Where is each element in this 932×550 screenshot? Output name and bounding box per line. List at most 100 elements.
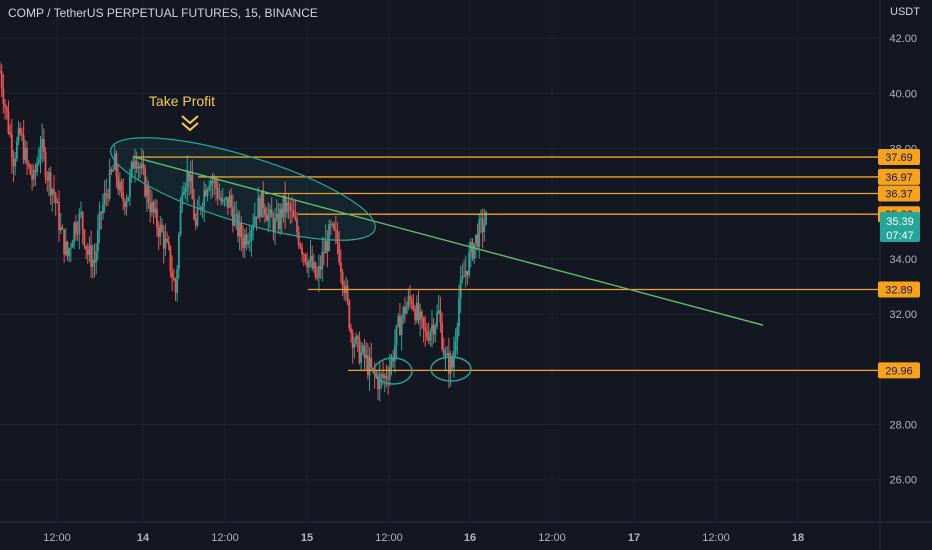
candle-body xyxy=(382,374,384,379)
candle-body xyxy=(360,352,363,363)
candle-body xyxy=(0,71,1,73)
candle-body xyxy=(439,310,442,323)
consolidation-ellipse[interactable] xyxy=(101,117,384,261)
candle-body xyxy=(243,234,246,248)
candle-body xyxy=(29,165,32,175)
candle-body xyxy=(331,223,334,225)
candle-body xyxy=(218,197,221,199)
candle-body xyxy=(154,208,157,213)
candle-body xyxy=(233,214,236,226)
candle-body xyxy=(48,172,50,181)
candle-body xyxy=(166,238,168,242)
candle-body xyxy=(451,357,454,368)
candle-body xyxy=(9,132,12,135)
candle-body xyxy=(177,235,180,270)
candle-body xyxy=(302,254,305,256)
candle-body xyxy=(265,215,268,221)
time-tick-label: 18 xyxy=(792,532,804,544)
candle-body xyxy=(228,195,231,208)
candle-body xyxy=(316,277,319,279)
time-tick-label: 12:00 xyxy=(43,532,71,544)
candle-body xyxy=(463,276,465,278)
candle-body xyxy=(56,202,59,204)
candle-body xyxy=(210,181,212,186)
candle-body xyxy=(240,222,243,239)
candle-body xyxy=(285,202,288,213)
candle-body xyxy=(32,170,35,180)
candle-body xyxy=(466,270,469,275)
candle-body xyxy=(26,147,28,163)
time-tick-label: 15 xyxy=(301,532,313,544)
time-tick-label: 17 xyxy=(628,532,640,544)
candle-body xyxy=(282,195,285,218)
candle-body xyxy=(17,128,20,142)
candle-body xyxy=(458,298,460,327)
candle-body xyxy=(419,311,422,321)
candle-body xyxy=(161,224,163,232)
candle-body xyxy=(284,195,287,213)
candle-body xyxy=(63,229,66,255)
candle-body xyxy=(324,240,327,254)
time-tick-label: 12:00 xyxy=(211,532,239,544)
candle-body xyxy=(429,331,432,341)
candle-body xyxy=(404,307,406,314)
candle-body xyxy=(115,153,118,177)
candle-body xyxy=(129,176,131,197)
candle-body xyxy=(399,316,401,336)
candle-body xyxy=(248,240,251,242)
candle-body xyxy=(137,166,140,169)
level-price-tag xyxy=(878,281,920,298)
candle-body xyxy=(390,357,393,368)
double-bottom-ellipse-left[interactable] xyxy=(373,357,413,385)
candle-body xyxy=(437,310,440,313)
candle-body xyxy=(338,243,341,263)
candle-body xyxy=(393,345,396,361)
candle-body xyxy=(36,163,39,173)
price-tick-label: 26.00 xyxy=(889,475,917,487)
candle-body xyxy=(157,227,160,237)
candle-body xyxy=(215,180,217,189)
candle-body xyxy=(12,157,15,167)
candle-body xyxy=(198,207,201,210)
candle-body xyxy=(400,318,403,336)
trendline[interactable] xyxy=(132,156,764,326)
candle-body xyxy=(80,212,82,214)
candle-body xyxy=(314,262,317,278)
candle-body xyxy=(297,232,300,245)
candle-body xyxy=(356,335,359,339)
candle-body xyxy=(328,224,330,251)
candle-body xyxy=(321,251,324,270)
candle-body xyxy=(370,357,373,368)
time-tick-label: 12:00 xyxy=(375,532,403,544)
double-bottom-ellipse-right[interactable] xyxy=(430,356,472,382)
level-price-label: 29.96 xyxy=(885,365,913,377)
level-price-tag xyxy=(878,149,920,166)
candle-body xyxy=(130,162,133,177)
candle-body xyxy=(436,312,438,326)
candle-body xyxy=(183,191,185,195)
candle-body xyxy=(277,214,280,230)
candle-body xyxy=(42,138,45,153)
candle-body xyxy=(483,224,486,232)
currency-label: USDT xyxy=(890,6,920,18)
candle-body xyxy=(319,266,322,270)
candle-body xyxy=(289,205,292,211)
candle-body xyxy=(188,171,190,182)
candle-body xyxy=(312,262,315,269)
candle-body xyxy=(102,204,104,214)
candle-body xyxy=(117,176,120,190)
candle-body xyxy=(409,296,411,300)
candle-body xyxy=(174,280,177,293)
candle-body xyxy=(46,177,49,181)
candle-body xyxy=(7,111,10,133)
current-price-label: 35.39 xyxy=(886,216,914,228)
candle-body xyxy=(375,374,378,377)
candle-body xyxy=(162,231,165,249)
candle-body xyxy=(85,245,87,250)
candle-body xyxy=(358,338,361,363)
candle-body xyxy=(144,168,147,197)
candle-body xyxy=(275,214,278,218)
candle-body xyxy=(96,229,99,252)
